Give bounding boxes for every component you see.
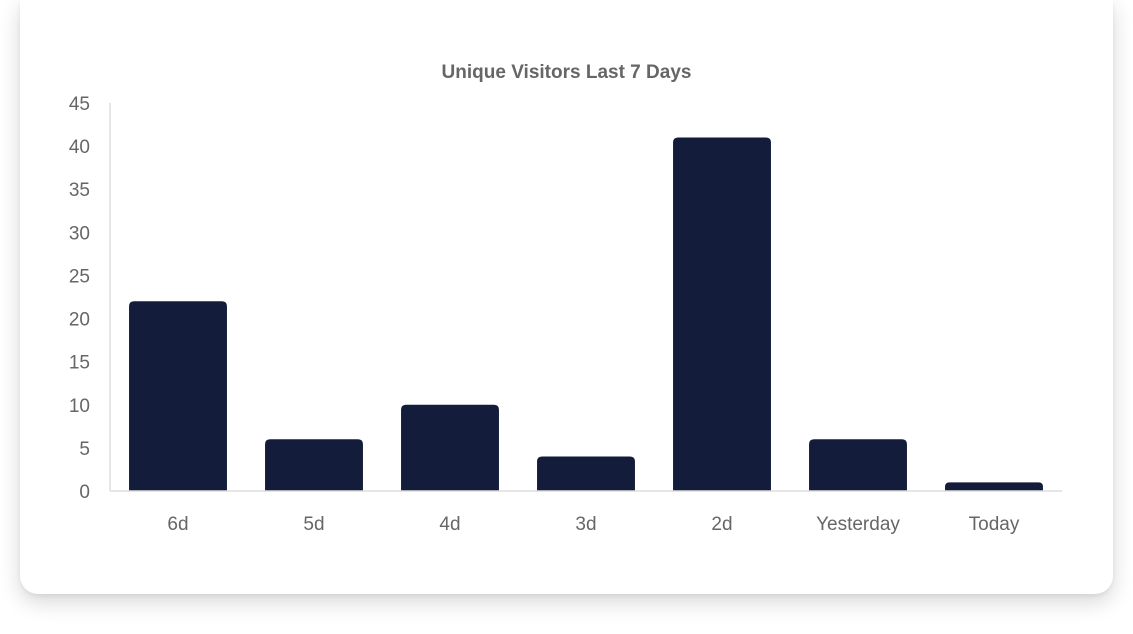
y-tick-label: 35	[69, 180, 90, 201]
x-tick-label: Yesterday	[816, 514, 900, 535]
chart-card: Unique Visitors Last 7 Days	[20, 0, 1113, 594]
bar-today[interactable]	[945, 482, 1043, 491]
bar-2d[interactable]	[673, 137, 771, 491]
x-tick-label: 4d	[439, 514, 460, 535]
bar-6d[interactable]	[129, 301, 227, 491]
x-tick-label: 3d	[575, 514, 596, 535]
axes	[109, 103, 1062, 492]
bar-5d[interactable]	[265, 439, 363, 491]
y-tick-label: 15	[69, 353, 90, 374]
y-tick-label: 40	[69, 137, 90, 158]
bar-3d[interactable]	[537, 456, 635, 491]
x-tick-label: 6d	[167, 514, 188, 535]
x-tick-label: 5d	[303, 514, 324, 535]
bar-4d[interactable]	[401, 404, 499, 491]
y-tick-label: 25	[69, 266, 90, 287]
y-tick-label: 5	[79, 439, 90, 460]
y-tick-label: 20	[69, 310, 90, 331]
y-tick-label: 10	[69, 396, 90, 417]
x-tick-label: Today	[969, 514, 1020, 535]
y-tick-label: 45	[69, 94, 90, 115]
bar-yesterday[interactable]	[809, 439, 907, 491]
y-axis-ticks: 0 5 10 15 20 25 30 35 40 45	[69, 94, 90, 503]
y-tick-label: 30	[69, 223, 90, 244]
x-axis-ticks: 6d 5d 4d 3d 2d Yesterday Today	[167, 514, 1019, 535]
x-tick-label: 2d	[711, 514, 732, 535]
y-tick-label: 0	[79, 482, 90, 503]
bars	[129, 137, 1043, 491]
chart-title: Unique Visitors Last 7 Days	[441, 62, 692, 83]
